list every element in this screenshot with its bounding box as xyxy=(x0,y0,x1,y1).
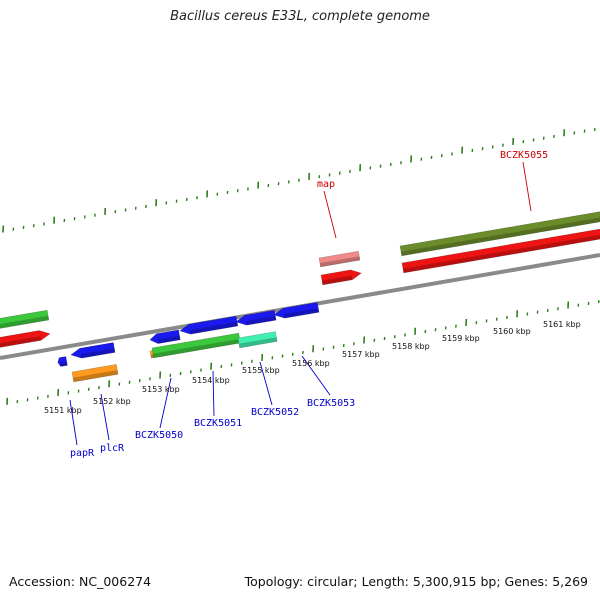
red-gene-partial xyxy=(0,330,51,350)
upper-tick-track xyxy=(2,127,596,233)
scale-label: 5158 kbp xyxy=(392,342,430,351)
papR-gene xyxy=(57,356,68,367)
scale-label: 5152 kbp xyxy=(93,397,131,406)
olive-gene xyxy=(399,210,600,257)
gene-label-BCZK5051: BCZK5051 xyxy=(194,418,242,429)
BCZK5052-gene xyxy=(237,331,278,349)
green-gene-partial xyxy=(0,309,50,331)
leader-line xyxy=(212,370,215,417)
plcR-gene xyxy=(71,364,119,383)
leader-line xyxy=(100,393,110,441)
leader-line xyxy=(323,190,337,239)
leader-line xyxy=(259,361,273,406)
gene-label-BCZK5052: BCZK5052 xyxy=(251,407,299,418)
scale-label: 5161 kbp xyxy=(543,320,581,329)
leader-line xyxy=(301,355,331,396)
genome-stats-text: Topology: circular; Length: 5,300,915 bp… xyxy=(244,574,588,589)
gene-label-BCZK5053: BCZK5053 xyxy=(307,398,355,409)
gene-labels: papR plcR BCZK5050 BCZK5051 BCZK5052 BCZK5053… xyxy=(70,150,548,459)
blue-gene-a xyxy=(179,315,239,335)
label-leader-lines xyxy=(69,161,532,446)
map-region-gene xyxy=(318,250,361,268)
map-gene xyxy=(320,269,362,286)
leader-line xyxy=(522,161,532,212)
blue-gene-plcR xyxy=(70,342,116,359)
gene-features xyxy=(0,210,600,383)
BCZK5050-gene xyxy=(149,329,181,344)
scale-label: 5153 kbp xyxy=(142,385,180,394)
gene-label-BCZK5055: BCZK5055 xyxy=(500,150,548,161)
scale-label: 5157 kbp xyxy=(342,350,380,359)
lower-tick-track xyxy=(6,300,600,405)
map-title: Bacillus cereus E33L, complete genome xyxy=(170,9,430,24)
scale-labels: 5151 kbp 5152 kbp 5153 kbp 5154 kbp 5155 kbp… xyxy=(44,320,581,415)
scale-label: 5160 kbp xyxy=(493,327,531,336)
gene-label-BCZK5050: BCZK5050 xyxy=(135,430,183,441)
scale-label: 5156 kbp xyxy=(292,359,330,368)
gene-label-map: map xyxy=(317,179,335,190)
blue-gene-b xyxy=(235,309,277,326)
gene-label-papR: papR xyxy=(70,448,95,459)
leader-line xyxy=(69,399,78,446)
blue-gene-c xyxy=(273,302,320,319)
accession-text: Accession: NC_006274 xyxy=(9,574,152,589)
scale-label: 5155 kbp xyxy=(242,366,280,375)
scale-label: 5159 kbp xyxy=(442,334,480,343)
BCZK5055-gene xyxy=(401,227,600,274)
scale-label: 5151 kbp xyxy=(44,406,82,415)
scale-label: 5154 kbp xyxy=(192,376,230,385)
gene-label-plcR: plcR xyxy=(100,443,125,454)
leader-line xyxy=(159,377,172,429)
